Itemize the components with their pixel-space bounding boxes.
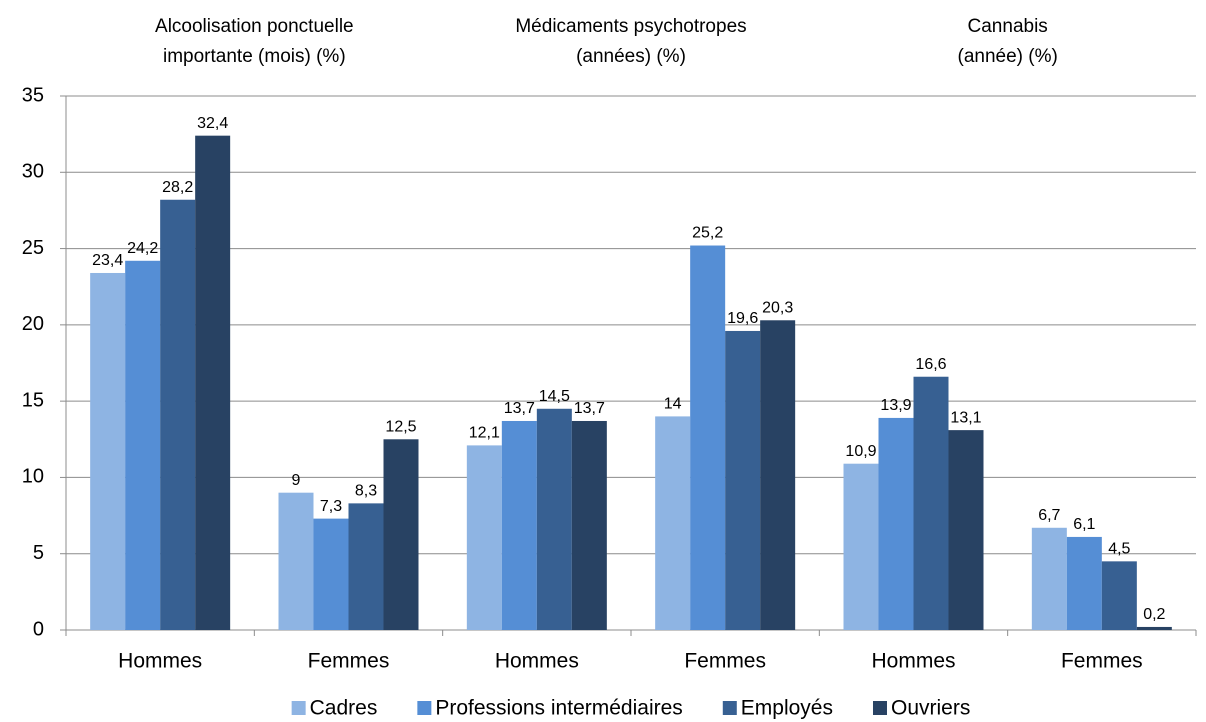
bar — [690, 245, 726, 630]
y-tick-label: 5 — [33, 542, 44, 564]
value-label: 32,4 — [197, 115, 228, 132]
y-tick-label: 20 — [22, 313, 44, 335]
value-label: 6,1 — [1073, 516, 1095, 533]
y-tick-label: 15 — [22, 389, 44, 411]
value-label: 6,7 — [1038, 507, 1060, 524]
y-tick-label: 0 — [33, 618, 44, 640]
bar — [278, 492, 314, 630]
bar — [878, 417, 914, 630]
bar — [195, 135, 231, 630]
x-tick-label: Femmes — [308, 650, 390, 673]
bar — [348, 503, 384, 630]
value-label: 4,5 — [1108, 541, 1130, 558]
bar — [1031, 527, 1067, 630]
legend-swatch — [872, 701, 887, 715]
group-label: importante (mois) (%) — [163, 46, 346, 67]
group-label: Cannabis — [968, 16, 1048, 37]
value-label: 0,2 — [1143, 606, 1165, 623]
y-tick-label: 25 — [22, 237, 44, 259]
legend-swatch — [722, 701, 737, 715]
bar — [313, 518, 349, 630]
bar — [948, 430, 984, 630]
value-label: 9 — [292, 472, 301, 489]
value-label: 14,5 — [539, 388, 570, 405]
value-label: 25,2 — [692, 225, 723, 242]
legend-swatch — [417, 701, 432, 715]
x-tick-label: Hommes — [871, 650, 955, 673]
value-label: 16,6 — [915, 356, 946, 373]
bar — [466, 445, 502, 630]
bar — [655, 416, 691, 630]
value-label: 23,4 — [92, 252, 123, 269]
value-label: 13,1 — [950, 409, 981, 426]
x-tick-label: Femmes — [684, 650, 766, 673]
bar — [536, 408, 572, 630]
value-label: 28,2 — [162, 179, 193, 196]
value-label: 8,3 — [355, 483, 377, 500]
group-label: Médicaments psychotropes — [515, 16, 746, 37]
y-tick-label: 30 — [22, 161, 44, 183]
value-label: 13,9 — [880, 397, 911, 414]
bar — [725, 330, 761, 630]
bar — [760, 320, 796, 630]
bar — [1101, 561, 1137, 630]
value-label: 19,6 — [727, 310, 758, 327]
bar — [571, 420, 607, 630]
value-label: 13,7 — [574, 400, 605, 417]
bar — [125, 260, 161, 630]
bar — [843, 463, 879, 630]
bar — [913, 376, 949, 630]
legend-swatch — [291, 701, 306, 715]
y-tick-label: 10 — [22, 466, 44, 488]
group-label: Alcoolisation ponctuelle — [155, 16, 354, 37]
x-tick-label: Hommes — [495, 650, 579, 673]
bar — [1066, 536, 1102, 630]
value-label: 14 — [664, 396, 682, 413]
legend-label: Employés — [741, 697, 833, 720]
bar — [160, 199, 196, 630]
x-tick-label: Hommes — [118, 650, 202, 673]
bar — [1136, 626, 1172, 630]
value-label: 12,5 — [385, 419, 416, 436]
value-label: 7,3 — [320, 498, 342, 515]
bar — [501, 420, 537, 630]
y-tick-label: 35 — [22, 84, 44, 106]
group-label: (année) (%) — [958, 46, 1058, 67]
legend-label: Ouvriers — [891, 697, 970, 720]
legend-label: Cadres — [310, 697, 378, 720]
value-label: 20,3 — [762, 299, 793, 316]
value-label: 13,7 — [504, 400, 535, 417]
value-label: 12,1 — [469, 425, 500, 442]
legend-label: Professions intermédiaires — [435, 697, 682, 720]
value-label: 10,9 — [845, 443, 876, 460]
bar — [90, 272, 126, 630]
group-label: (années) (%) — [576, 46, 686, 67]
value-label: 24,2 — [127, 240, 158, 257]
x-tick-label: Femmes — [1061, 650, 1143, 673]
bar — [383, 439, 419, 630]
